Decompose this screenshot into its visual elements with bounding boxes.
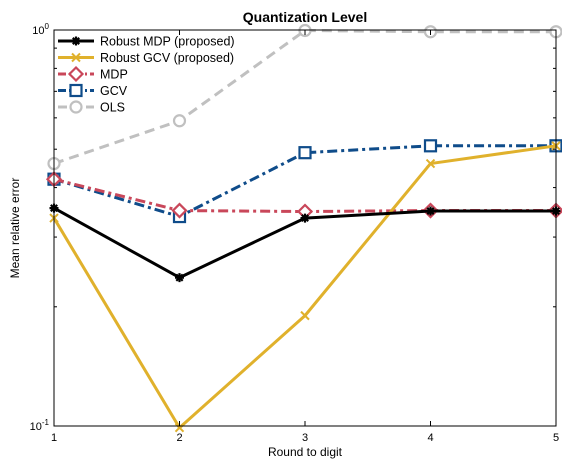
data-point: [174, 115, 185, 126]
x-axis-label: Round to digit: [268, 445, 343, 459]
legend-marker-core: [74, 39, 79, 44]
legend-label: GCV: [100, 84, 128, 98]
legend-label: MDP: [100, 68, 128, 82]
data-point-core: [428, 209, 433, 214]
chart-title: Quantization Level: [243, 9, 367, 25]
x-tick-label: 3: [302, 432, 308, 444]
legend-label: Robust MDP (proposed): [100, 35, 235, 49]
data-point-core: [303, 216, 308, 221]
y-axis-label: Mean relative error: [8, 178, 22, 279]
data-point-core: [177, 275, 182, 280]
legend-label: Robust GCV (proposed): [100, 51, 234, 65]
x-tick-label: 1: [51, 432, 57, 444]
x-tick-label: 5: [553, 432, 559, 444]
data-point: [300, 147, 311, 158]
data-point: [425, 140, 436, 151]
plot-area: [54, 30, 556, 426]
legend-label: OLS: [100, 101, 125, 115]
legend-marker: [71, 102, 82, 113]
x-tick-label: 2: [176, 432, 182, 444]
x-tick-label: 4: [427, 432, 433, 444]
legend-marker: [71, 85, 82, 96]
